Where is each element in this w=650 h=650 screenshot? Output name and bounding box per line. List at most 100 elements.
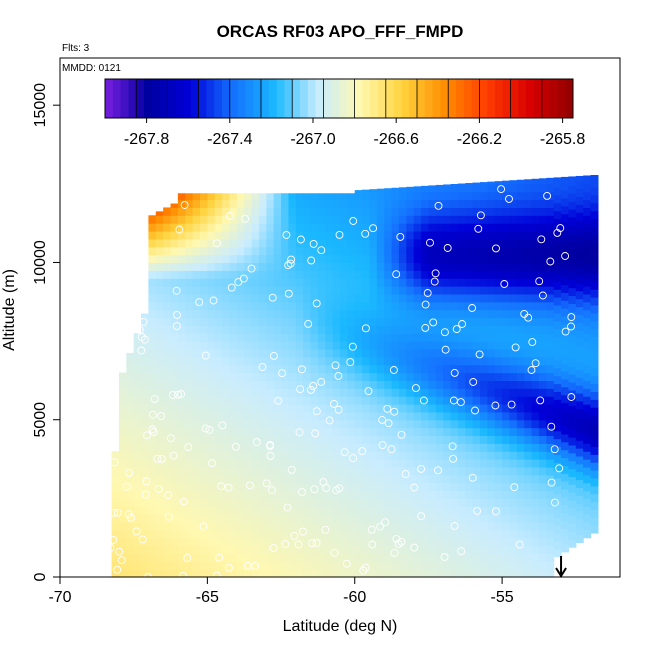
- heatmap-cell: [133, 459, 142, 468]
- heatmap-cell: [258, 341, 267, 350]
- heatmap-cell: [177, 215, 186, 224]
- heatmap-cell: [354, 190, 363, 193]
- heatmap-cell: [170, 325, 179, 334]
- heatmap-cell: [524, 474, 533, 484]
- heatmap-cell: [502, 427, 511, 437]
- heatmap-cell: [170, 246, 179, 256]
- heatmap-cell: [303, 514, 312, 523]
- heatmap-cell: [384, 317, 393, 326]
- heatmap-cell: [472, 529, 481, 539]
- heatmap-cell: [575, 188, 584, 197]
- heatmap-cell: [148, 419, 157, 429]
- heatmap-cell: [561, 496, 570, 506]
- heatmap-cell: [435, 293, 444, 303]
- heatmap-cell: [509, 215, 518, 224]
- heatmap-cell: [406, 459, 415, 468]
- heatmap-cell: [561, 488, 570, 498]
- heatmap-cell: [295, 333, 304, 342]
- heatmap-cell: [531, 231, 540, 240]
- heatmap-cell: [487, 183, 496, 193]
- heatmap-cell: [406, 254, 415, 264]
- sample-point: [122, 482, 131, 491]
- heatmap-cell: [457, 506, 466, 515]
- colorbar-swatch: [151, 79, 161, 118]
- heatmap-cell: [531, 459, 540, 468]
- heatmap-cell: [509, 262, 518, 271]
- heatmap-cell: [340, 341, 348, 350]
- heatmap-cell: [516, 466, 525, 476]
- heatmap-cell: [354, 443, 363, 452]
- heatmap-cell: [502, 231, 511, 240]
- heatmap-cell: [472, 474, 481, 484]
- sample-point: [319, 478, 328, 487]
- heatmap-cell: [502, 309, 511, 319]
- heatmap-cell: [428, 553, 437, 562]
- heatmap-cell: [516, 380, 525, 389]
- heatmap-cell: [465, 199, 474, 209]
- heatmap-cell: [502, 262, 511, 271]
- heatmap-cell: [583, 270, 592, 279]
- heatmap-cell: [546, 246, 555, 256]
- heatmap-cell: [413, 537, 422, 547]
- heatmap-cell: [354, 254, 363, 264]
- heatmap-cell: [546, 215, 555, 224]
- sample-point: [157, 412, 166, 421]
- heatmap-cell: [325, 474, 334, 484]
- heatmap-cell: [281, 388, 290, 397]
- sample-point: [297, 365, 306, 374]
- sample-point: [330, 399, 338, 408]
- heatmap-cell: [421, 388, 430, 397]
- heatmap-cell: [413, 443, 422, 452]
- heatmap-cell: [553, 462, 562, 471]
- heatmap-cell: [214, 569, 223, 578]
- sample-point: [396, 232, 405, 241]
- heatmap-cell: [546, 293, 555, 303]
- heatmap-cell: [465, 215, 474, 224]
- heatmap-cell: [236, 286, 245, 295]
- heatmap-cell: [443, 231, 452, 240]
- sample-point: [440, 553, 449, 561]
- heatmap-cell: [391, 498, 400, 507]
- heatmap-cell: [133, 372, 142, 382]
- heatmap-cell: [133, 474, 142, 484]
- heatmap-cell: [398, 451, 407, 460]
- heatmap-cell: [384, 419, 393, 429]
- heatmap-cell: [295, 207, 304, 216]
- heatmap-cell: [236, 427, 245, 437]
- heatmap-cell: [553, 186, 562, 196]
- heatmap-cell: [170, 396, 179, 405]
- heatmap-cell: [258, 356, 267, 366]
- heatmap-cell: [480, 183, 488, 193]
- heatmap-cell: [244, 545, 253, 555]
- heatmap-cell: [251, 309, 260, 319]
- heatmap-cell: [509, 506, 518, 515]
- heatmap-cell: [509, 183, 518, 193]
- heatmap-cell: [192, 396, 201, 405]
- heatmap-cell: [148, 506, 157, 515]
- heatmap-cell: [244, 193, 253, 201]
- heatmap-cell: [376, 506, 385, 515]
- sample-point: [567, 313, 576, 322]
- heatmap-cell: [561, 331, 570, 341]
- heatmap-cell: [214, 207, 223, 216]
- heatmap-cell: [155, 404, 164, 413]
- heatmap-cell: [362, 309, 371, 319]
- sample-point: [290, 531, 299, 540]
- sample-point: [471, 406, 479, 415]
- heatmap-cell: [244, 341, 253, 350]
- heatmap-cell: [163, 506, 172, 515]
- heatmap-cell: [163, 561, 172, 570]
- heatmap-cell: [325, 521, 334, 531]
- heatmap-cell: [553, 422, 562, 432]
- heatmap-cell: [163, 317, 172, 326]
- heatmap-cell: [317, 443, 326, 452]
- heatmap-cell: [177, 333, 186, 342]
- heatmap-cell: [568, 271, 577, 281]
- heatmap-cell: [435, 199, 444, 209]
- heatmap-cell: [413, 529, 422, 539]
- heatmap-cell: [538, 482, 547, 492]
- heatmap-cell: [465, 396, 474, 405]
- heatmap-cell: [421, 529, 430, 539]
- heatmap-cell: [214, 293, 223, 303]
